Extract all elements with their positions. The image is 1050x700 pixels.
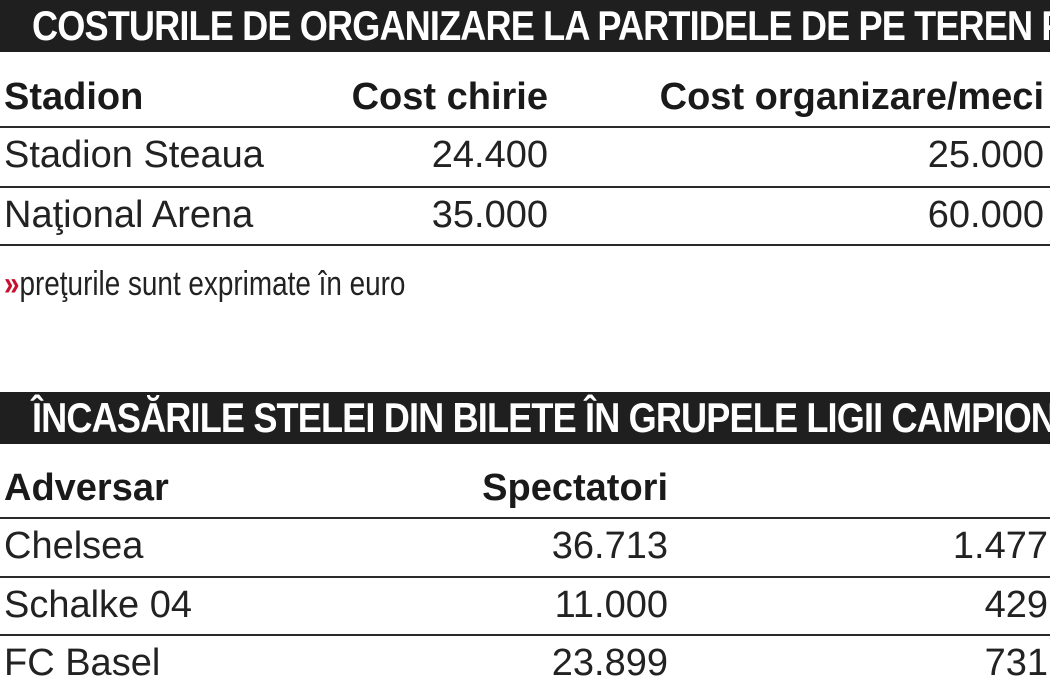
table1-row2-stadion: Naţional Arena — [4, 194, 254, 236]
table1-footnote: »preţurile sunt exprimate în euro — [4, 262, 405, 306]
table2-title: ÎNCASĂRILE STELEI DIN BILETE ÎN GRUPELE … — [32, 394, 1050, 441]
table2-row1-adversar: Chelsea — [4, 525, 144, 567]
table1-row2-cost-chirie: 35.000 — [431, 194, 548, 236]
table1-divider — [0, 244, 1050, 246]
table2-row2-spectatori: 11.000 — [554, 584, 668, 626]
table2-row2-incasari: 429 — [984, 584, 1048, 626]
table2-row3-adversar: FC Basel — [4, 642, 161, 684]
table1-row1-cost-organizare: 25.000 — [927, 134, 1044, 176]
table1-title: COSTURILE DE ORGANIZARE LA PARTIDELE DE … — [32, 2, 1050, 49]
table1-divider — [0, 186, 1050, 188]
table1-title-banner: COSTURILE DE ORGANIZARE LA PARTIDELE DE … — [0, 0, 1050, 52]
table2-header-spectatori: Spectatori — [482, 467, 668, 509]
table1-footnote-text: preţurile sunt exprimate în euro — [19, 265, 406, 303]
table1-header-stadion: Stadion — [4, 76, 144, 118]
chevron-marker: » — [4, 265, 20, 303]
table2-row2-adversar: Schalke 04 — [4, 584, 193, 626]
table2-row3-spectatori: 23.899 — [551, 642, 668, 684]
table1-header-cost-organizare: Cost organizare/meci — [659, 76, 1044, 118]
table2-title-banner: ÎNCASĂRILE STELEI DIN BILETE ÎN GRUPELE … — [0, 392, 1050, 444]
table2-divider — [0, 634, 1050, 636]
table2-row3-incasari: 731 — [984, 642, 1048, 684]
table1-divider — [0, 126, 1050, 128]
table1-row1-cost-chirie: 24.400 — [431, 134, 548, 176]
table2-row1-spectatori: 36.713 — [551, 525, 668, 567]
table2-row1-incasari: 1.477 — [952, 525, 1048, 567]
table2-header-adversar: Adversar — [4, 467, 169, 509]
table1-row2-cost-organizare: 60.000 — [927, 194, 1044, 236]
table1-row1-stadion: Stadion Steaua — [4, 134, 264, 176]
table2-divider — [0, 576, 1050, 578]
table2-divider — [0, 517, 1050, 519]
table1-header-cost-chirie: Cost chirie — [351, 76, 548, 118]
